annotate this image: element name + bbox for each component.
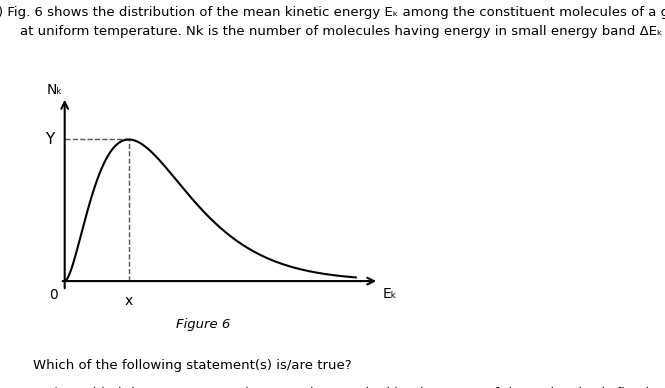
Text: Y: Y — [45, 132, 55, 147]
Text: 0: 0 — [49, 288, 58, 302]
Text: Figure 6: Figure 6 — [176, 318, 231, 331]
Text: x: x — [124, 294, 133, 308]
Text: 32) Fig. 6 shows the distribution of the mean kinetic energy Eₖ among the consti: 32) Fig. 6 shows the distribution of the… — [0, 6, 665, 19]
Text: 1) Provided the temperature does not change, the kinetic energy of the molecules: 1) Provided the temperature does not cha… — [33, 387, 654, 388]
Text: Which of the following statement(s) is/are true?: Which of the following statement(s) is/a… — [33, 359, 352, 372]
Text: Nₖ: Nₖ — [47, 83, 63, 97]
Text: at uniform temperature. Nk is the number of molecules having energy in small ene: at uniform temperature. Nk is the number… — [3, 25, 662, 38]
Text: Eₖ: Eₖ — [382, 287, 397, 301]
